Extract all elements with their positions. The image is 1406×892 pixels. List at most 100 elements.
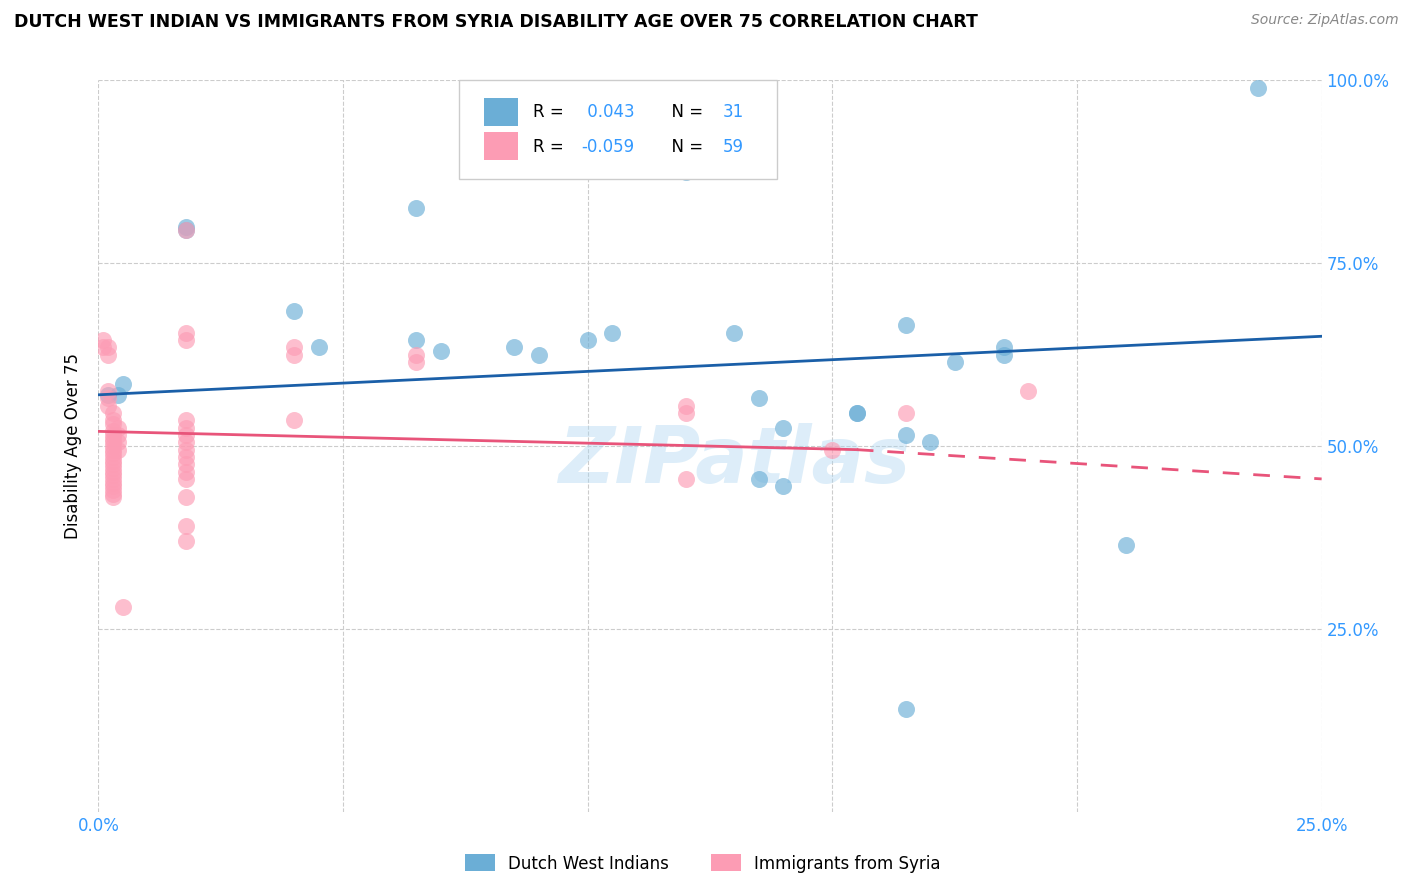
- Point: [176, 490, 198, 504]
- Point: [748, 392, 770, 406]
- Point: [107, 388, 129, 402]
- Point: [845, 406, 868, 420]
- Point: [176, 435, 198, 450]
- Point: [430, 343, 453, 358]
- Point: [600, 326, 623, 340]
- Point: [176, 219, 198, 234]
- Point: [101, 468, 124, 483]
- Text: 0.043: 0.043: [582, 103, 634, 120]
- Point: [101, 439, 124, 453]
- Point: [894, 702, 917, 716]
- Point: [675, 399, 697, 413]
- Point: [97, 388, 120, 402]
- Point: [993, 340, 1015, 354]
- Point: [176, 519, 198, 533]
- Point: [283, 340, 305, 354]
- Point: [176, 223, 198, 237]
- Point: [176, 442, 198, 457]
- Point: [405, 355, 427, 369]
- Point: [283, 413, 305, 427]
- Text: Source: ZipAtlas.com: Source: ZipAtlas.com: [1251, 13, 1399, 28]
- FancyBboxPatch shape: [484, 132, 517, 160]
- Point: [405, 202, 427, 216]
- Point: [91, 340, 114, 354]
- Point: [176, 465, 198, 479]
- Point: [97, 384, 120, 399]
- Point: [176, 421, 198, 435]
- Point: [101, 458, 124, 472]
- Point: [111, 376, 134, 391]
- Point: [101, 428, 124, 442]
- Point: [405, 333, 427, 347]
- Point: [97, 392, 120, 406]
- Point: [894, 428, 917, 442]
- Point: [527, 348, 550, 362]
- Point: [176, 333, 198, 347]
- Point: [176, 472, 198, 486]
- Point: [176, 326, 198, 340]
- Point: [503, 340, 526, 354]
- Point: [101, 461, 124, 475]
- Text: N =: N =: [661, 103, 709, 120]
- Point: [101, 486, 124, 500]
- Text: 31: 31: [723, 103, 744, 120]
- Point: [176, 223, 198, 237]
- FancyBboxPatch shape: [460, 80, 778, 179]
- Point: [97, 399, 120, 413]
- Point: [821, 442, 844, 457]
- Point: [107, 435, 129, 450]
- Point: [101, 435, 124, 450]
- Point: [176, 413, 198, 427]
- Point: [101, 483, 124, 497]
- Point: [176, 458, 198, 472]
- Point: [101, 446, 124, 460]
- Point: [107, 428, 129, 442]
- Point: [723, 326, 745, 340]
- Point: [1247, 80, 1270, 95]
- Point: [283, 348, 305, 362]
- Point: [101, 425, 124, 439]
- Point: [176, 534, 198, 549]
- Point: [894, 318, 917, 333]
- Text: R =: R =: [533, 103, 568, 120]
- Point: [1115, 538, 1137, 552]
- Point: [107, 421, 129, 435]
- Point: [111, 599, 134, 614]
- Y-axis label: Disability Age Over 75: Disability Age Over 75: [65, 353, 83, 539]
- Point: [101, 472, 124, 486]
- Text: N =: N =: [661, 138, 709, 156]
- Point: [405, 348, 427, 362]
- Point: [101, 406, 124, 420]
- Point: [176, 428, 198, 442]
- Point: [675, 472, 697, 486]
- Point: [943, 355, 966, 369]
- Point: [101, 417, 124, 431]
- Point: [576, 333, 599, 347]
- Point: [675, 406, 697, 420]
- Point: [101, 479, 124, 493]
- FancyBboxPatch shape: [484, 98, 517, 126]
- Point: [101, 453, 124, 467]
- Point: [176, 450, 198, 464]
- Point: [97, 348, 120, 362]
- Point: [101, 432, 124, 446]
- Point: [101, 450, 124, 464]
- Point: [308, 340, 330, 354]
- Text: ZIPatlas: ZIPatlas: [558, 423, 911, 499]
- Point: [107, 442, 129, 457]
- Point: [993, 348, 1015, 362]
- Point: [101, 413, 124, 427]
- Point: [772, 479, 794, 493]
- Point: [101, 442, 124, 457]
- Point: [101, 465, 124, 479]
- Point: [283, 303, 305, 318]
- Point: [1017, 384, 1039, 399]
- Point: [748, 472, 770, 486]
- Point: [101, 490, 124, 504]
- Text: 59: 59: [723, 138, 744, 156]
- Text: R =: R =: [533, 138, 568, 156]
- Point: [91, 333, 114, 347]
- Point: [675, 164, 697, 178]
- Point: [772, 421, 794, 435]
- Legend: Dutch West Indians, Immigrants from Syria: Dutch West Indians, Immigrants from Syri…: [458, 847, 948, 880]
